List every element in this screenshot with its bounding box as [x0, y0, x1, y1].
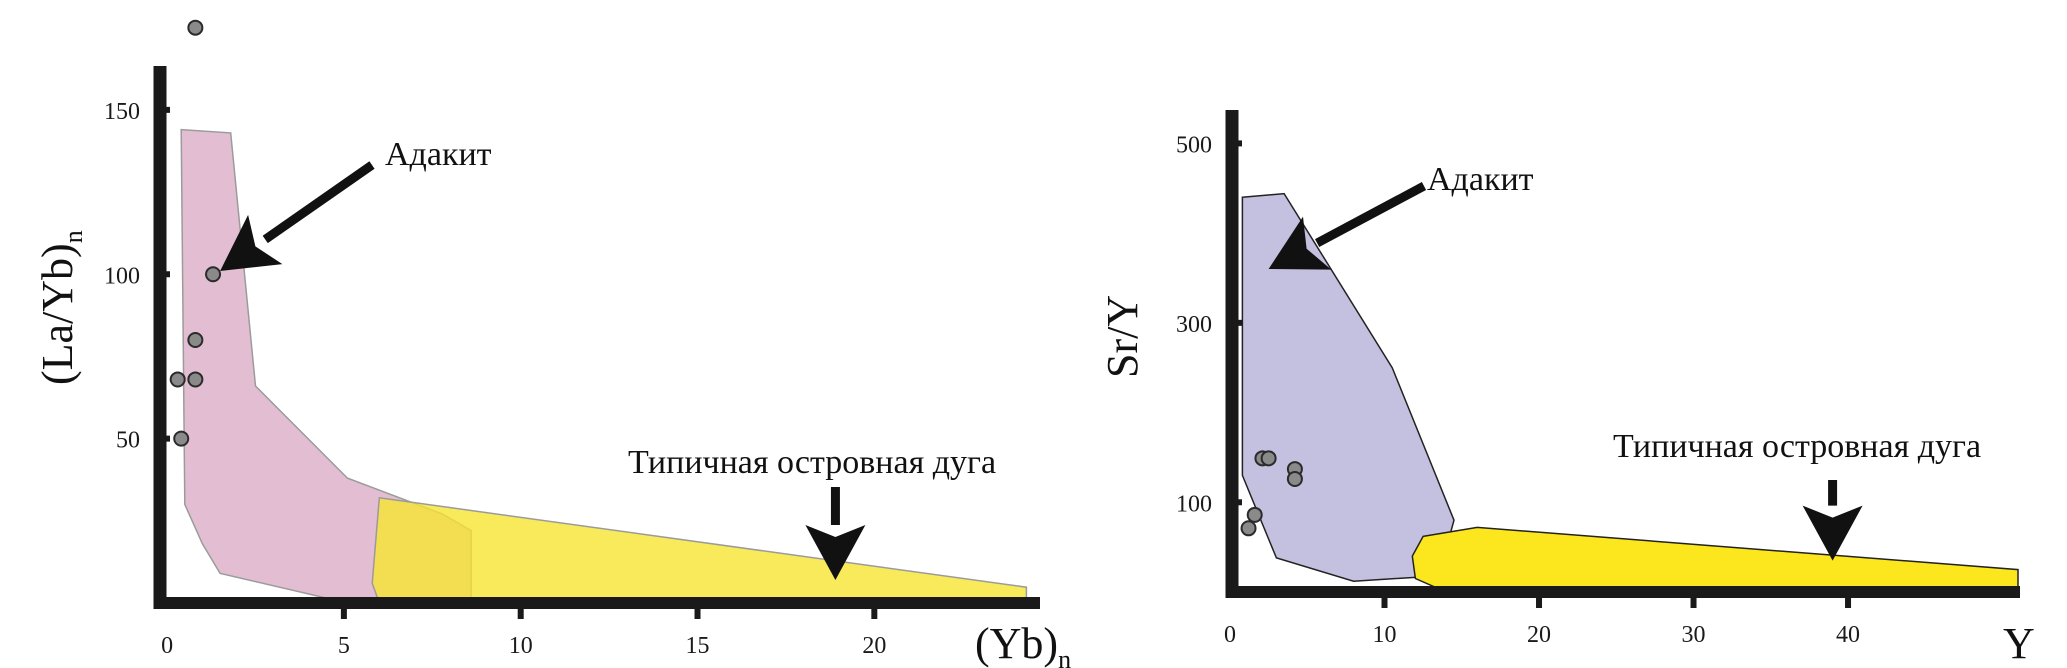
- y-axis-label: Sr/Y: [1098, 295, 1147, 378]
- data-point: [173, 430, 190, 447]
- data-point: [205, 266, 222, 283]
- data-point: [1286, 470, 1303, 487]
- y-tick-label: 300: [1176, 312, 1212, 338]
- data-point: [187, 332, 204, 348]
- fields-layer: [180, 128, 1028, 604]
- axes-layer: 0 10 20 30 40 100 300 500: [1176, 110, 2020, 648]
- axes-layer: 0 5 10 15 20 50 100 150: [104, 66, 1040, 659]
- y-axis-label: (La/Yb)n: [33, 230, 88, 385]
- annotation-adakite: Адакит: [385, 136, 492, 173]
- fields-layer: [1241, 192, 2019, 593]
- x-tick-label: 20: [1527, 622, 1551, 648]
- y-tick-label: 100: [1176, 491, 1212, 517]
- data-point: [169, 371, 186, 388]
- field-island-arc: [371, 496, 1028, 604]
- arrow-shaft: [262, 161, 375, 244]
- field-island-arc: [1411, 526, 2019, 593]
- arrow-head: [1802, 505, 1863, 561]
- x-tick-label: 0: [1224, 622, 1236, 648]
- x-tick-label: 0: [161, 633, 173, 659]
- chart-sr-y-vs-y: 0 10 20 30 40 100 300 500 Адакит Типичная остров…: [1098, 110, 2035, 668]
- annotations-layer: Адакит Типичная островная дуга: [220, 136, 996, 580]
- y-tick-label: 100: [104, 263, 140, 289]
- x-axis-label: Y: [2003, 619, 2035, 668]
- x-tick-label: 10: [509, 633, 533, 659]
- x-tick-label: 10: [1373, 622, 1397, 648]
- arrow-head: [1268, 216, 1332, 270]
- annotation-island-arc: Типичная островная дуга: [628, 444, 996, 481]
- data-point: [1246, 506, 1263, 523]
- x-tick-label: 30: [1682, 622, 1706, 648]
- annotation-adakite: Адакит: [1427, 161, 1534, 198]
- data-point: [187, 19, 204, 36]
- y-tick-label: 500: [1176, 132, 1212, 158]
- x-tick-label: 5: [338, 633, 350, 659]
- points-layer: [169, 19, 222, 447]
- data-point: [1240, 520, 1257, 537]
- arrow-head: [220, 214, 283, 271]
- x-tick-label: 15: [686, 633, 710, 659]
- y-tick-label: 150: [104, 99, 140, 125]
- annotations-layer: Адакит Типичная островная дуга: [1268, 161, 1981, 561]
- chart-la-yb-vs-yb: 0 5 10 15 20 50 100 150 Адакит Типичная островна…: [33, 19, 1071, 668]
- x-tick-label: 40: [1836, 622, 1860, 648]
- x-axis-label: (Yb)n: [975, 619, 1071, 668]
- data-point: [187, 371, 204, 388]
- annotation-island-arc: Типичная островная дуга: [1613, 428, 1981, 465]
- x-tick-label: 20: [862, 633, 886, 659]
- points-layer: [1240, 450, 1303, 537]
- field-adakite: [1241, 192, 1455, 582]
- arrow-shaft: [1315, 182, 1427, 248]
- y-tick-label: 50: [116, 428, 140, 454]
- data-point: [1260, 450, 1277, 467]
- arrow-head: [805, 525, 866, 580]
